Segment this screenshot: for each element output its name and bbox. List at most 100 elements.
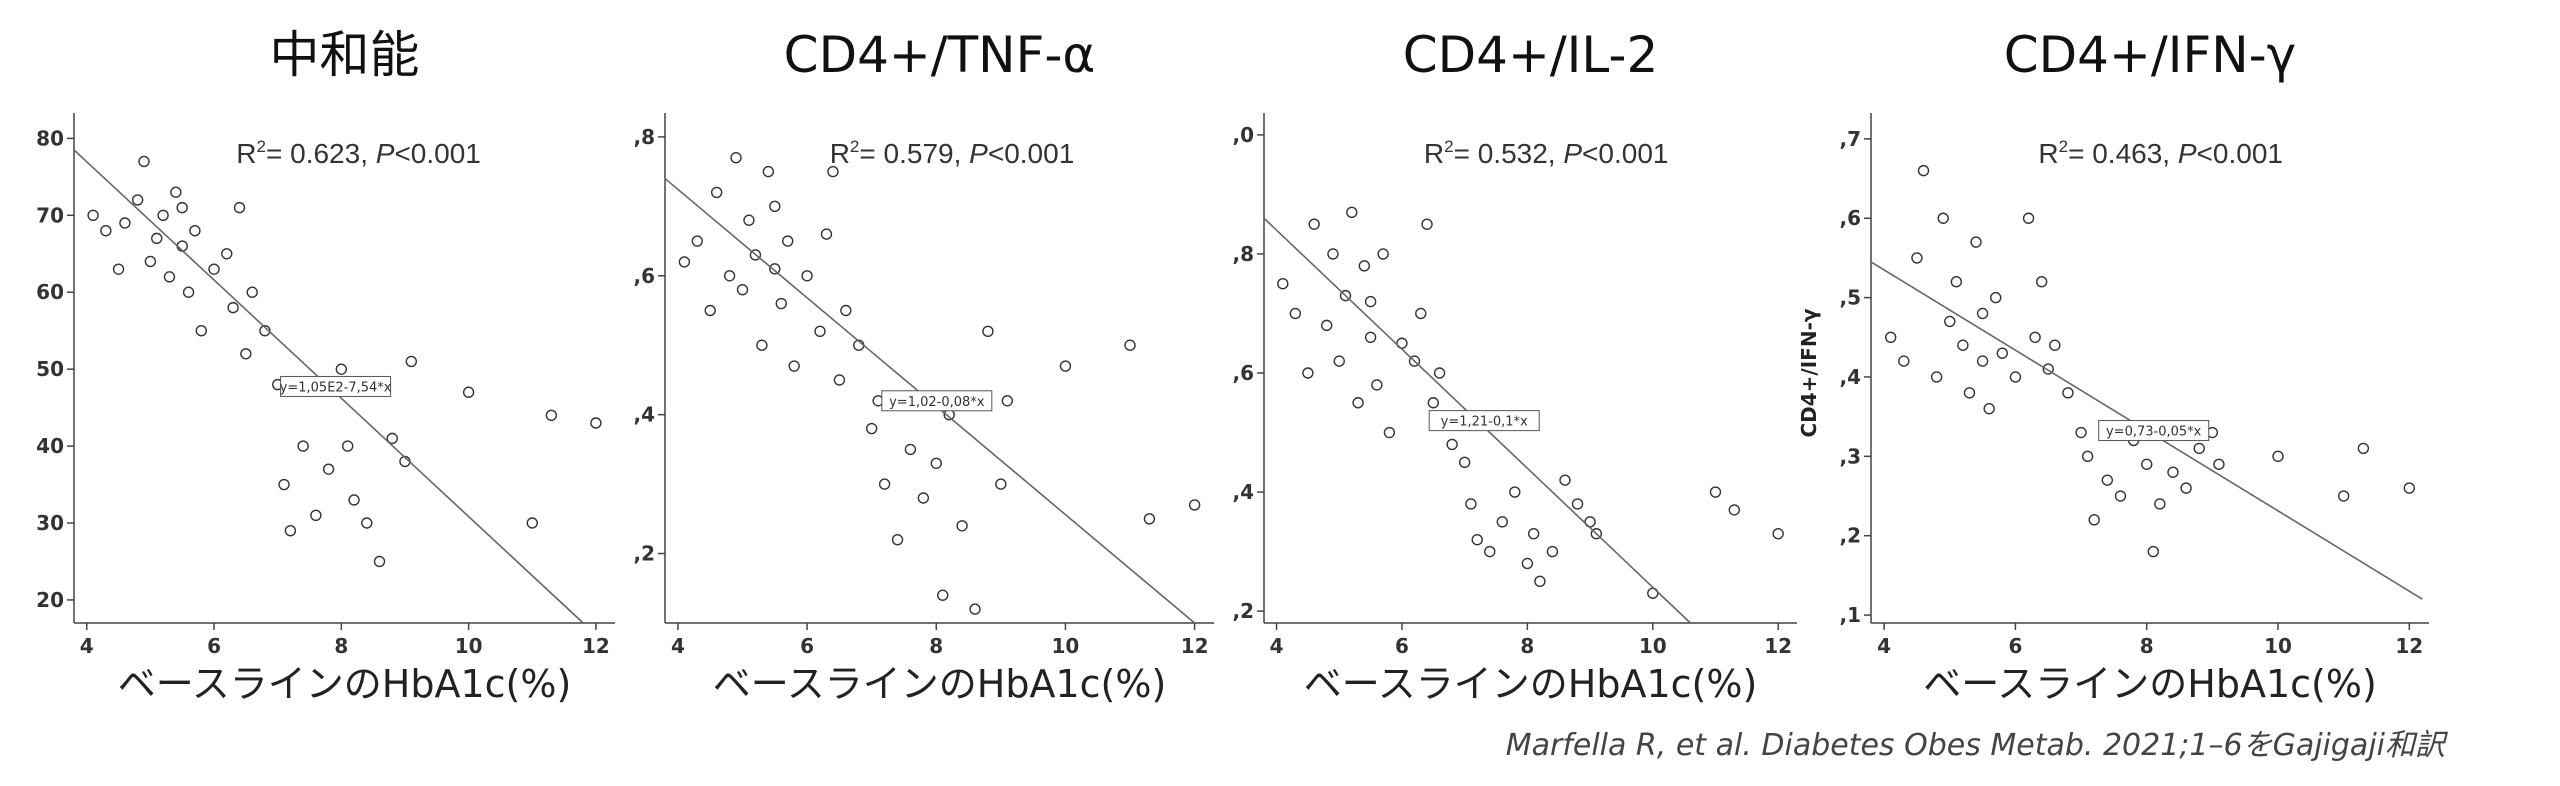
- data-point: [1352, 397, 1364, 409]
- data-point: [1970, 236, 1982, 248]
- data-point: [386, 432, 398, 445]
- y-tick-label: 30: [36, 511, 64, 535]
- data-point: [840, 304, 852, 317]
- y-tick-label: ,2: [633, 542, 655, 566]
- data-point: [182, 286, 195, 298]
- data-point: [678, 256, 691, 268]
- annotation: R2= 0.532, P<0.001: [1424, 137, 1669, 169]
- data-point: [87, 209, 99, 222]
- y-tick-label: ,3: [1839, 444, 1861, 468]
- data-point: [2403, 482, 2416, 494]
- data-point: [782, 235, 794, 247]
- data-point: [1772, 528, 1784, 540]
- annotation-part: = 0.463,: [2068, 138, 2178, 169]
- y-tick-label: ,6: [1839, 206, 1861, 230]
- data-point: [1950, 276, 1963, 288]
- data-point: [1996, 347, 2008, 359]
- data-point: [2147, 545, 2159, 558]
- y-tick-label: ,7: [1839, 127, 1861, 151]
- data-point: [769, 200, 781, 213]
- y-tick-label: ,8: [1232, 242, 1254, 266]
- data-point: [1937, 212, 1949, 224]
- y-tick-label: 50: [36, 357, 64, 381]
- x-axis-label: ベースラインのHbA1c(%): [1304, 662, 1758, 706]
- data-point: [176, 201, 188, 214]
- data-point: [2009, 371, 2022, 383]
- data-point: [1321, 319, 1333, 332]
- data-point: [982, 325, 994, 338]
- data-point: [1930, 371, 1943, 383]
- y-tick-label: ,2: [1232, 599, 1254, 623]
- data-point: [833, 374, 846, 386]
- x-tick-label: 8: [1520, 634, 1534, 658]
- data-point: [2213, 458, 2225, 470]
- data-point: [1728, 504, 1740, 516]
- data-point: [1963, 387, 1976, 399]
- y-tick-label: 80: [36, 126, 64, 150]
- data-point: [1383, 426, 1396, 439]
- annotation-part: 2: [257, 137, 266, 156]
- annotation-part: 2: [1444, 137, 1453, 156]
- x-tick-label: 10: [1052, 634, 1080, 658]
- y-tick-label: ,4: [1839, 365, 1861, 389]
- y-tick-label: 40: [36, 434, 64, 458]
- y-tick-label: ,2: [1839, 524, 1861, 548]
- data-point: [100, 224, 112, 237]
- data-point: [590, 417, 602, 429]
- data-point: [2167, 466, 2179, 478]
- data-point: [1277, 278, 1289, 290]
- x-tick-label: 8: [929, 634, 943, 658]
- data-point: [1957, 339, 1969, 351]
- data-point: [1364, 331, 1377, 343]
- y-tick-label: ,0: [1232, 123, 1254, 147]
- data-point: [119, 217, 131, 229]
- equation-label: y=0,73-0,05*x: [2106, 425, 2202, 440]
- x-tick-label: 6: [1395, 634, 1409, 658]
- data-point: [2154, 498, 2166, 510]
- data-point: [310, 509, 322, 522]
- x-tick-label: 12: [582, 634, 610, 658]
- data-point: [1911, 252, 1923, 264]
- x-tick-label: 4: [1270, 634, 1284, 658]
- y-tick-label: ,1: [1839, 603, 1861, 627]
- data-point: [2357, 442, 2370, 455]
- data-point: [1917, 164, 1930, 177]
- y-tick-label: ,8: [633, 125, 655, 149]
- data-point: [756, 339, 768, 351]
- data-point: [1944, 315, 1956, 328]
- data-point: [170, 186, 182, 198]
- y-tick-label: ,4: [633, 403, 655, 427]
- data-point: [1590, 528, 1603, 540]
- annotation-part: R: [2038, 138, 2058, 169]
- data-point: [769, 263, 781, 275]
- x-tick-label: 4: [1877, 634, 1891, 658]
- data-point: [1983, 403, 1995, 415]
- data-point: [930, 457, 942, 469]
- data-point: [2114, 490, 2127, 502]
- annotation-part: 2: [850, 137, 859, 156]
- data-point: [157, 209, 169, 222]
- data-point: [2193, 442, 2205, 455]
- data-point: [208, 263, 220, 275]
- data-point: [1534, 575, 1546, 588]
- data-point: [1339, 289, 1352, 302]
- x-tick-label: 12: [1764, 634, 1792, 658]
- data-point: [259, 324, 271, 337]
- chart-title: CD4+/TNF-α: [784, 26, 1096, 84]
- annotation-part: <0.001: [1582, 138, 1668, 169]
- equation-label: y=1,21-0,1*x: [1441, 415, 1528, 430]
- annotation: R2= 0.623, P<0.001: [236, 137, 481, 169]
- data-point: [1371, 379, 1383, 391]
- data-point: [1509, 486, 1521, 498]
- x-tick-label: 12: [2395, 634, 2423, 658]
- data-point: [801, 270, 813, 282]
- data-point: [1143, 513, 1156, 525]
- data-point: [1559, 474, 1571, 486]
- data-point: [2062, 387, 2074, 399]
- x-tick-label: 8: [334, 634, 348, 658]
- data-point: [227, 301, 239, 314]
- data-point: [1415, 307, 1427, 320]
- data-point: [2101, 474, 2114, 486]
